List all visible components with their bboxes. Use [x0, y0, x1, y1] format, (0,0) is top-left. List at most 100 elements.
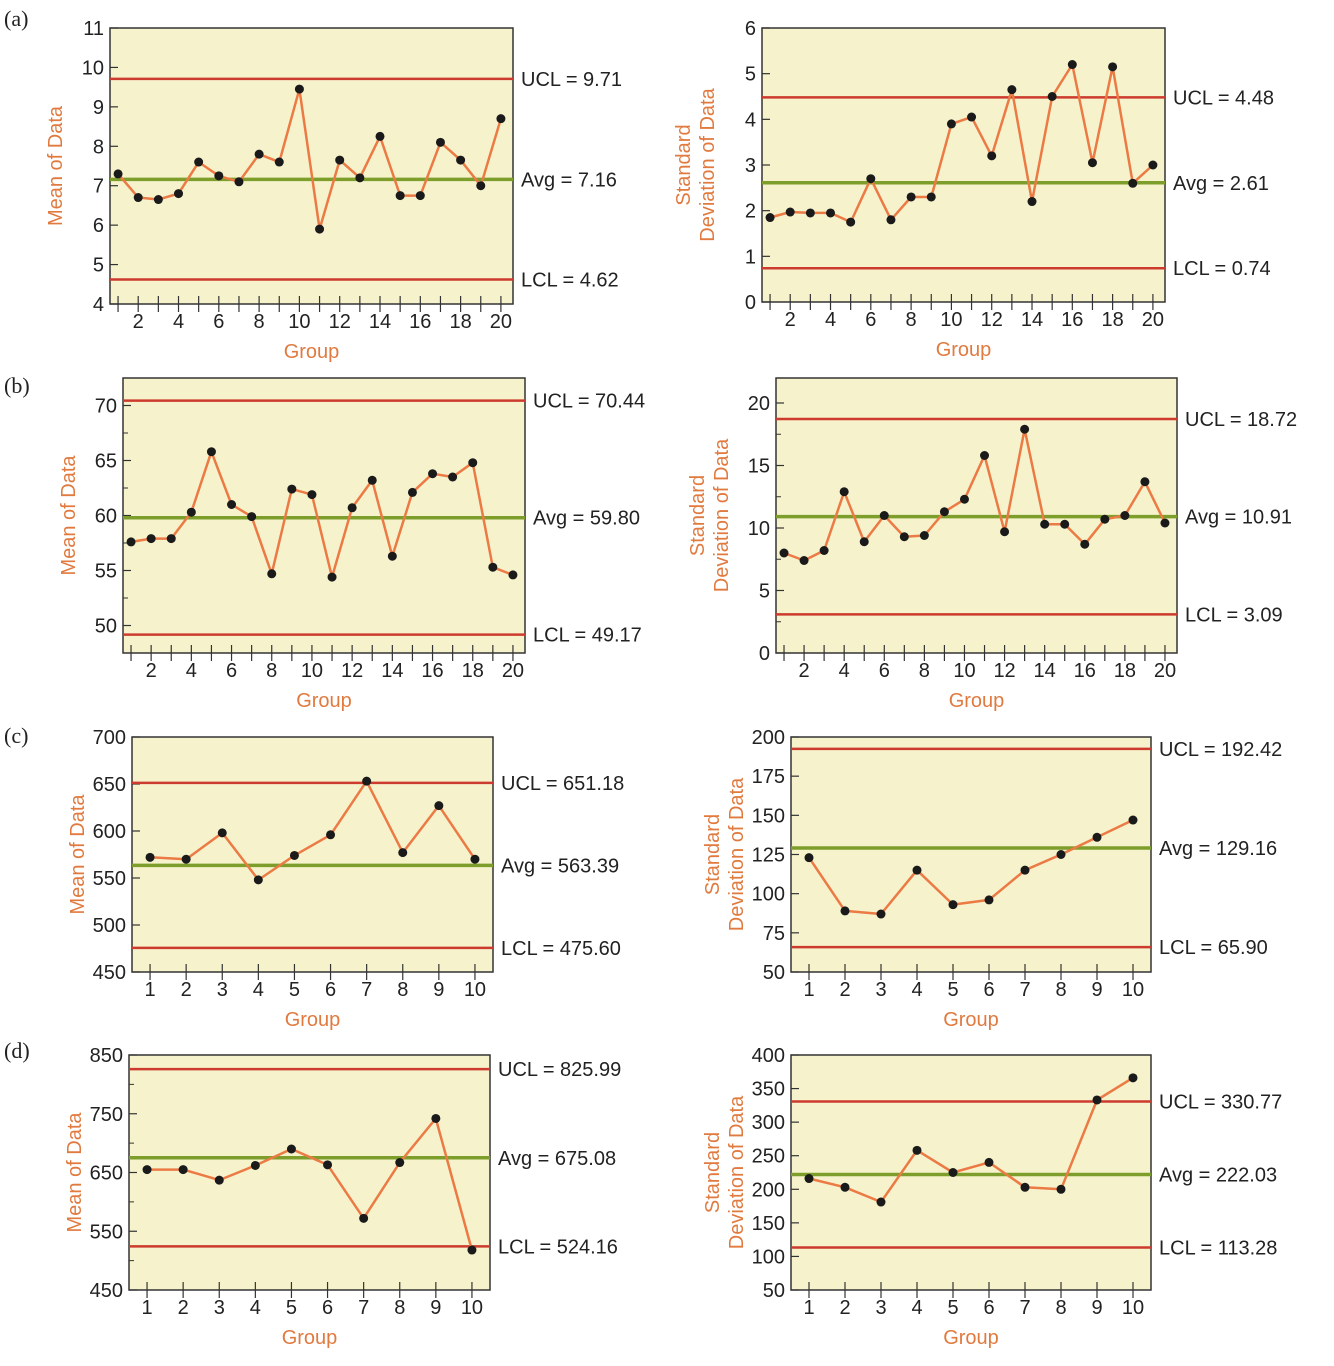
y-tick-label: 600 — [93, 821, 126, 843]
x-tick-label: 6 — [983, 979, 994, 1001]
plot-area — [131, 736, 494, 973]
x-tick-label: 6 — [865, 309, 876, 331]
series-line — [150, 779, 476, 882]
y-axis-title: Mean of Data — [67, 794, 89, 915]
x-tick-label: 10 — [1122, 979, 1144, 1001]
chart-d-mean: 450 550 650 750 850 1 2 3 4 5 6 7 8 9 10 UCL = 825.99 Av… — [64, 1045, 621, 1349]
x-tick-label: 3 — [214, 1297, 225, 1319]
data-point — [214, 1175, 224, 1185]
x-tick-label: 12 — [981, 309, 1003, 331]
chart-b-sd: 0 5 10 15 20 2 4 6 8 10 12 14 16 18 20 UCL = 18.72 Avg =… — [687, 377, 1297, 712]
x-tick-label: 8 — [1055, 1297, 1066, 1319]
ucl-label: UCL = 4.48 — [1173, 87, 1274, 109]
data-point — [876, 909, 886, 919]
x-tick-label: 14 — [381, 660, 403, 682]
x-tick-label: 10 — [464, 979, 486, 1001]
x-tick-label: 16 — [1074, 660, 1096, 682]
data-point — [146, 534, 156, 544]
data-point — [948, 900, 958, 910]
data-point — [287, 484, 297, 494]
x-tick-label: 6 — [325, 979, 336, 1001]
chart-a-mean: 4 5 6 7 8 9 10 11 2 4 6 8 10 12 14 16 18 20 UCL = 9.71 Avg … — [45, 18, 622, 363]
plot-area — [790, 736, 1152, 973]
data-point — [779, 548, 789, 558]
x-tick-label: 2 — [839, 979, 850, 1001]
data-point — [395, 1158, 405, 1168]
y-axis-title: Deviation of Data — [697, 87, 719, 241]
data-point — [912, 1145, 922, 1155]
y-tick-label: 175 — [752, 766, 785, 788]
y-tick-label: 350 — [752, 1079, 785, 1101]
data-point — [939, 507, 949, 517]
x-tick-label: 4 — [173, 311, 184, 333]
data-point — [980, 451, 990, 460]
data-point — [886, 215, 896, 225]
y-tick-label: 0 — [745, 292, 756, 314]
x-tick-label: 2 — [146, 660, 157, 682]
row-label-a: (a) — [4, 6, 28, 31]
data-point — [1060, 519, 1070, 529]
data-point — [347, 503, 357, 513]
y-tick-label: 6 — [745, 18, 756, 40]
data-point — [434, 801, 444, 811]
x-tick-label: 4 — [911, 979, 922, 1001]
data-point — [866, 174, 876, 184]
y-tick-label: 1 — [745, 246, 756, 268]
data-point — [133, 193, 143, 203]
y-tick-label: 300 — [752, 1112, 785, 1134]
x-tick-label: 7 — [358, 1297, 369, 1319]
data-point — [1020, 1182, 1030, 1192]
data-point — [1128, 815, 1138, 825]
data-point — [819, 546, 829, 555]
data-point — [919, 531, 929, 540]
data-point — [398, 848, 408, 858]
data-point — [1092, 1095, 1102, 1105]
y-tick-label: 500 — [93, 915, 126, 937]
y-axis-title: Mean of Data — [58, 455, 80, 576]
data-point — [839, 487, 849, 497]
x-tick-label: 1 — [141, 1297, 152, 1319]
x-axis-title: Group — [949, 690, 1005, 712]
data-point — [1067, 60, 1077, 70]
data-point — [395, 191, 405, 201]
x-tick-label: 18 — [449, 311, 471, 333]
data-point — [1027, 197, 1037, 207]
data-point — [456, 155, 466, 165]
lcl-label: LCL = 49.17 — [533, 625, 642, 647]
data-point — [765, 213, 775, 223]
y-tick-label: 100 — [752, 884, 785, 906]
y-tick-label: 8 — [93, 136, 104, 158]
x-tick-label: 7 — [361, 979, 372, 1001]
avg-label: Avg = 7.16 — [521, 169, 617, 191]
data-point — [113, 169, 123, 179]
data-point — [153, 195, 163, 205]
data-point — [315, 224, 325, 234]
y-tick-label: 4 — [93, 294, 104, 316]
x-tick-label: 8 — [266, 660, 277, 682]
x-tick-label: 20 — [502, 660, 524, 682]
x-tick-label: 16 — [409, 311, 431, 333]
y-tick-label: 7 — [93, 176, 104, 198]
series-line — [808, 1076, 1134, 1204]
ucl-label: UCL = 825.99 — [498, 1059, 621, 1081]
x-tick-label: 1 — [803, 1297, 814, 1319]
plot-area — [122, 377, 526, 654]
x-tick-label: 10 — [301, 660, 323, 682]
avg-label: Avg = 563.39 — [501, 855, 619, 877]
lcl-label: LCL = 524.16 — [498, 1236, 618, 1258]
y-tick-label: 2 — [745, 201, 756, 223]
x-tick-label: 18 — [1114, 660, 1136, 682]
data-point — [1148, 160, 1158, 170]
x-tick-label: 10 — [461, 1297, 483, 1319]
y-tick-label: 700 — [93, 727, 126, 749]
data-point — [289, 850, 299, 860]
data-point — [1128, 1073, 1138, 1083]
row-label-d: (d) — [4, 1038, 30, 1063]
ucl-label: UCL = 18.72 — [1185, 409, 1297, 431]
y-tick-label: 650 — [90, 1163, 123, 1185]
x-tick-label: 1 — [144, 979, 155, 1001]
y-tick-label: 4 — [745, 109, 756, 131]
x-tick-label: 10 — [288, 311, 310, 333]
data-point — [431, 1113, 441, 1123]
x-tick-label: 5 — [286, 1297, 297, 1319]
